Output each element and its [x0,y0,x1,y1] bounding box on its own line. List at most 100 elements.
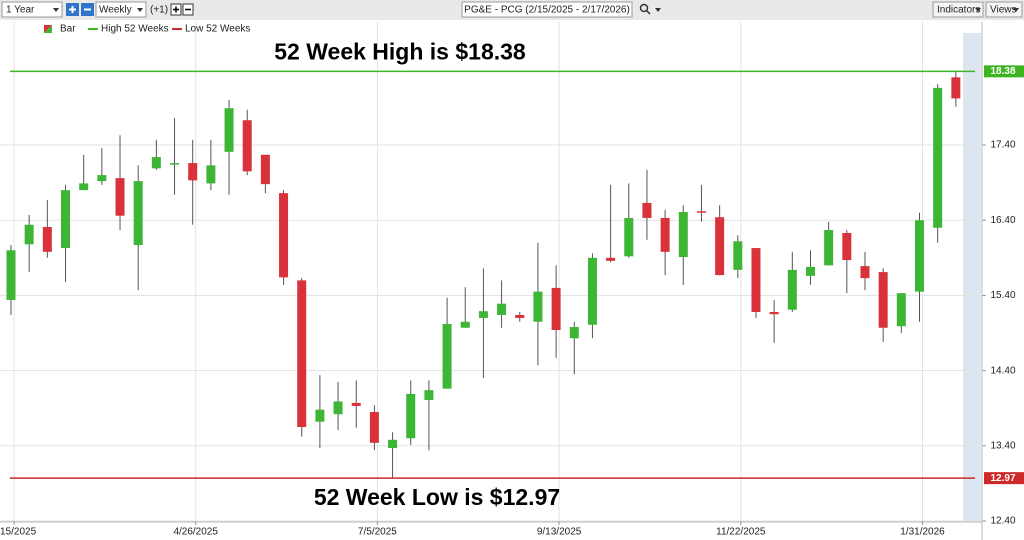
plus-icon [173,6,179,13]
candle-body [569,327,579,339]
candle-body [260,154,270,185]
candle-body [61,190,71,249]
current-period-shade [963,33,981,521]
candle-body [787,269,797,310]
range-select[interactable] [1,1,63,18]
candle-body [769,311,779,315]
candle-body [933,87,943,228]
candle-body [333,401,343,415]
candle-body [606,257,616,261]
candle-body [351,402,361,406]
candle-body [151,157,161,169]
candle-body [42,226,52,252]
dropdown-arrow [137,8,143,12]
candle-body [733,241,743,270]
candle-body [115,178,125,216]
candle-body [624,217,634,257]
candle-body [860,266,870,279]
legend-label: High 52 Weeks [101,24,169,35]
interval-select[interactable] [95,1,147,18]
candle-body [478,311,488,318]
candle-body [188,163,198,181]
candle-body [587,257,597,325]
candle-body [97,175,107,182]
symbol-box[interactable] [461,1,633,18]
candle-body [170,163,180,165]
candle-body [224,108,234,152]
plot [6,71,961,479]
candle-body [951,77,961,99]
candle-body [442,323,452,389]
candle-body [424,390,434,400]
value-badge-label: 18.38 [990,66,1015,77]
value-badge-label: 12.97 [990,473,1015,484]
candle-body [388,439,398,449]
legend-label: Bar [60,24,76,35]
indicators-text: Indicators [937,5,980,16]
candle-body [206,165,216,184]
annotation: 52 Week High is $18.38 [274,38,526,64]
candle-body [678,211,688,258]
candle-body [751,248,761,312]
y-tick-label: 14.40 [990,365,1015,376]
search-icon-handle [645,9,651,15]
candle-body [460,321,470,328]
candle-body [533,291,543,322]
x-tick-label: 7/5/2025 [358,527,397,538]
candle-body [878,272,888,328]
interval-text: Weekly [99,5,132,16]
dropdown-arrow [975,8,981,12]
dropdown-arrow[interactable] [655,8,661,12]
candle-body [824,230,834,266]
plus-icon [69,6,76,13]
x-tick-label: 1/31/2026 [900,527,945,538]
candle-body [497,303,507,315]
candle-body [896,293,906,327]
dropdown-arrow [53,8,59,12]
x-tick-label: 15/2025 [0,527,37,538]
legend-label: Low 52 Weeks [185,24,250,35]
candle-body [515,314,525,318]
y-tick-label: 17.40 [990,140,1015,151]
candle-body [369,411,379,443]
symbol-text: PG&E - PCG (2/15/2025 - 2/17/2026) [464,5,630,16]
y-tick-label: 12.40 [990,516,1015,527]
candle-body [315,409,325,422]
annotation: 52 Week Low is $12.97 [314,484,560,510]
x-tick-label: 9/13/2025 [537,527,582,538]
candle-body [24,224,34,245]
search-icon[interactable] [639,3,649,13]
views-button[interactable] [985,1,1023,18]
candle-body [406,393,416,439]
candle-body [133,181,143,246]
candle-body [696,211,706,213]
y-tick-label: 15.40 [990,290,1015,301]
candle-body [660,217,670,252]
candle-body [79,183,89,191]
x-tick-label: 11/22/2025 [716,527,766,538]
legend-icon-up [44,25,52,33]
y-tick-label: 16.40 [990,215,1015,226]
indicators-button[interactable] [932,1,984,18]
candle-body [279,193,289,278]
dropdown-arrow [1013,8,1019,12]
candle-body [242,120,252,172]
candle-body [297,280,307,428]
x-tick-label: 4/26/2025 [173,527,218,538]
candle-body [915,220,924,292]
grid [0,22,981,522]
value-badge [984,472,1024,485]
views-text: Views [990,5,1017,16]
candle-body [6,250,16,300]
candle-body [842,233,852,261]
candle-body [805,266,815,276]
candle-body [551,287,561,331]
y-tick-label: 13.40 [990,440,1015,451]
candle-body [642,202,652,218]
offset-text: (+1) [150,5,168,16]
range-text: 1 Year [6,5,35,16]
value-badge [984,65,1024,78]
candle-body [715,217,725,276]
